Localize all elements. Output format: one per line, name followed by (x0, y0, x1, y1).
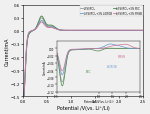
Y-axis label: Current/mA: Current/mA (4, 37, 9, 65)
Legend: LiFSI(PC)₄, LiFSI(PC)₄+3% LiDFOB, LiFSI(PC)₄+3% FEC, LiFSI(PC)₄+3% FMSB: LiFSI(PC)₄, LiFSI(PC)₄+3% LiDFOB, LiFSI(… (80, 6, 143, 16)
X-axis label: Potential /V(vs. Li⁺/Li): Potential /V(vs. Li⁺/Li) (57, 105, 109, 110)
